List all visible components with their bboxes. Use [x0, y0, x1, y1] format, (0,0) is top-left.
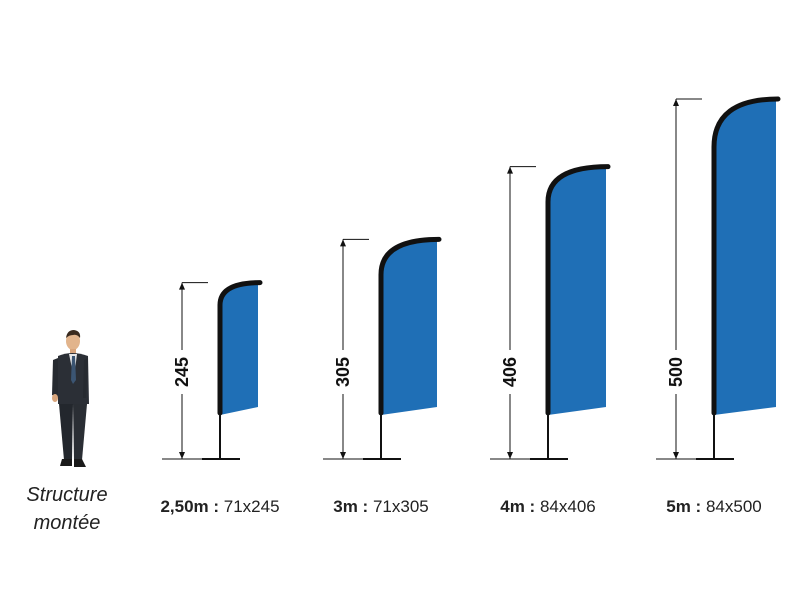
dimension-arrow-top	[340, 239, 346, 247]
flag-dims-label: 71x305	[372, 497, 429, 516]
dimension-arrow-top	[673, 99, 679, 106]
flag-245: 245	[162, 280, 263, 460]
dimension-label: 245	[172, 357, 192, 387]
dimension-arrow-bottom	[179, 452, 185, 459]
flag-sail	[220, 282, 258, 415]
flag-sail	[714, 99, 776, 415]
flag-305: 305	[323, 236, 442, 460]
dimension-label-bg	[173, 350, 191, 394]
flag-pole-arc	[378, 236, 442, 416]
flag-caption-250: 2,50m : 71x245	[160, 497, 279, 517]
flag-pole-arc	[545, 164, 611, 416]
dimension-arrow-bottom	[673, 452, 679, 459]
dimension-label: 406	[500, 357, 520, 387]
dimension-arrow-bottom	[340, 452, 346, 459]
flag-caption-3m: 3m : 71x305	[333, 497, 428, 517]
flag-size-label: 4m :	[500, 497, 536, 516]
dimension-arrow-top	[507, 166, 513, 174]
person-figure	[52, 330, 89, 467]
flag-500: 500	[656, 96, 781, 460]
person-caption-line2: montée	[33, 512, 101, 534]
flag-dims-label: 84x500	[705, 497, 762, 516]
flag-sail	[381, 239, 437, 415]
flag-caption-4m: 4m : 84x406	[500, 497, 595, 517]
flags-layer: 245 305 406 500	[162, 96, 781, 460]
flag-pole-arc	[711, 96, 781, 416]
flag-size-label: 2,50m :	[160, 497, 220, 516]
person-caption: Structure montée	[8, 481, 126, 537]
dimension-arrow-top	[179, 282, 185, 290]
flag-dims-label: 84x406	[539, 497, 596, 516]
dimension-label: 305	[333, 357, 353, 387]
dimension-label: 500	[666, 357, 686, 387]
flag-caption-5m: 5m : 84x500	[666, 497, 761, 517]
dimension-label-bg	[667, 350, 685, 394]
person-caption-line1: Structure	[26, 484, 108, 506]
flag-size-label: 3m :	[333, 497, 369, 516]
dimension-label-bg	[334, 350, 352, 394]
flag-pole-arc	[217, 280, 263, 416]
dimension-label-bg	[501, 350, 519, 394]
dimension-arrow-bottom	[507, 452, 513, 459]
flag-size-label: 5m :	[666, 497, 702, 516]
flag-dims-label: 71x245	[223, 497, 280, 516]
flag-406: 406	[490, 164, 611, 460]
flag-sail	[548, 166, 606, 415]
